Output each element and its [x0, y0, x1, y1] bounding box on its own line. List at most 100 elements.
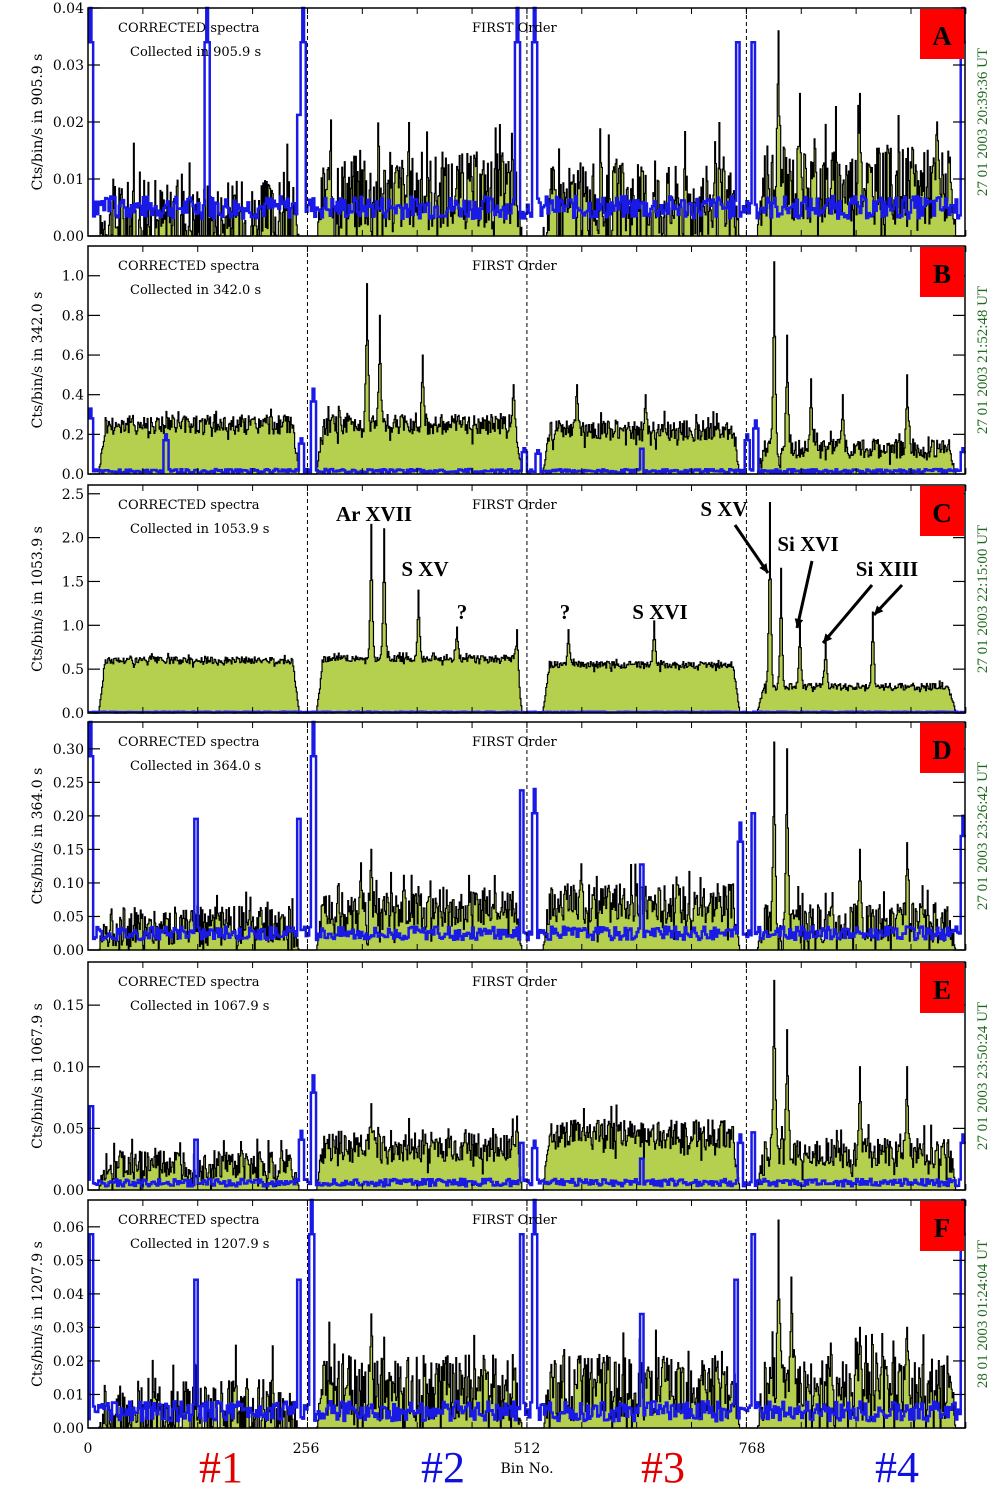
arrowhead: [823, 633, 833, 643]
spectra-type-label: CORRECTED spectra: [118, 259, 260, 274]
panel-letter: E: [933, 975, 951, 1005]
spectra-type-label: CORRECTED spectra: [118, 1213, 260, 1228]
y-tick-label: 0.05: [53, 1253, 84, 1269]
y-tick-label: 0.0: [62, 467, 84, 483]
y-tick-label: 0.00: [53, 943, 84, 959]
line-id-arrow: [821, 584, 874, 644]
spectra-type-label: CORRECTED spectra: [118, 975, 260, 990]
timestamp-label: 27 01 2003 20:39:36 UT: [975, 48, 991, 196]
arrowhead: [874, 605, 884, 615]
order-label: FIRST Order: [472, 21, 558, 36]
section-label-4: #4: [875, 1443, 919, 1492]
y-tick-label: 0.02: [53, 115, 84, 131]
collection-time-label: Collected in 342.0 s: [130, 283, 261, 298]
section-label-3: #3: [641, 1443, 685, 1492]
panel-letter: F: [934, 1213, 951, 1243]
x-tick-label: 512: [514, 1441, 541, 1457]
spectrum-fill: [88, 502, 966, 713]
line-id-label: Si XIII: [856, 557, 918, 581]
section-label-2: #2: [421, 1443, 465, 1492]
panel-badge: [920, 247, 964, 297]
collection-time-label: Collected in 1067.9 s: [130, 999, 269, 1014]
order-label: FIRST Order: [472, 975, 558, 990]
y-tick-label: 0.5: [62, 662, 84, 678]
arrowhead: [759, 563, 768, 573]
panel-badge: [920, 1201, 964, 1251]
line-id-label: S XVI: [632, 600, 687, 624]
collection-time-label: Collected in 1207.9 s: [130, 1237, 269, 1252]
y-tick-label: 2.0: [62, 531, 84, 547]
y-tick-label: 0.04: [53, 1287, 84, 1303]
y-tick-label: 1.0: [62, 618, 84, 634]
y-tick-label: 0.20: [53, 809, 84, 825]
timestamp-label: 27 01 2003 23:50:24 UT: [975, 1002, 991, 1150]
line-id-label: ?: [560, 600, 571, 624]
y-tick-label: 0.25: [53, 775, 84, 791]
y-tick-label: 0.2: [62, 427, 84, 443]
panel-badge: [920, 9, 964, 59]
panel-letter: D: [932, 735, 952, 765]
panel-C: 0.0 0.5 1.0 1.5 2.0 2.5 Cts/bin/s in 1053.9 s 2…: [30, 484, 991, 722]
line-id-label: Si XVI: [777, 532, 838, 556]
panel-D: 0.00 0.05 0.10 0.15 0.20 0.25 0.30 Cts/bin/s in…: [30, 720, 991, 959]
y-tick-label: 0.06: [53, 1220, 84, 1236]
line-id-arrow: [733, 524, 770, 574]
y-tick-label: 1.0: [62, 269, 84, 285]
y-tick-label: 0.30: [53, 742, 84, 758]
y-tick-label: 0.01: [53, 172, 84, 188]
panel-letter: B: [933, 259, 951, 289]
x-axis: 0 256 512 768 Bin No. #1 #2 #3 #4: [84, 1441, 919, 1492]
y-tick-label: 0.03: [53, 58, 84, 74]
y-tick-label: 0.05: [53, 909, 84, 925]
y-tick-label: 1.5: [62, 574, 84, 590]
y-tick-label: 0.15: [53, 842, 84, 858]
line-id-label: S XV: [700, 497, 747, 521]
y-tick-label: 0.6: [62, 348, 84, 364]
panel-letter: C: [932, 498, 952, 528]
y-axis-label: Cts/bin/s in 364.0 s: [30, 768, 46, 905]
y-tick-label: 0.8: [62, 308, 84, 324]
panel-A: 0.00 0.01 0.02 0.03 0.04 Cts/bin/s in 905.9 s…: [30, 1, 991, 245]
spectra-type-label: CORRECTED spectra: [118, 498, 260, 513]
y-tick-label: 0.04: [53, 1, 84, 17]
panel-badge: [920, 723, 964, 773]
section-label-1: #1: [199, 1443, 243, 1492]
y-axis-label: Cts/bin/s in 905.9 s: [30, 54, 46, 191]
panel-E: 0.00 0.05 0.10 0.15 Cts/bin/s in 1067.9 s 27 …: [30, 961, 991, 1199]
y-tick-label: 0.02: [53, 1354, 84, 1370]
x-tick-label: 768: [739, 1441, 766, 1457]
collection-time-label: Collected in 905.9 s: [130, 45, 261, 60]
y-tick-label: 0.0: [62, 706, 84, 722]
y-tick-label: 0.00: [53, 1183, 84, 1199]
y-axis-label: Cts/bin/s in 1053.9 s: [30, 526, 46, 672]
panel-F: 0.00 0.01 0.02 0.03 0.04 0.05 0.06 Cts/bin/s in…: [30, 1198, 991, 1437]
order-label: FIRST Order: [472, 1213, 558, 1228]
line-id-label: Ar XVII: [336, 502, 412, 526]
panel-badge: [920, 963, 964, 1013]
y-tick-label: 0.10: [53, 876, 84, 892]
spectrum-fill: [88, 980, 966, 1190]
x-tick-label: 0: [84, 1441, 93, 1457]
y-tick-label: 0.05: [53, 1121, 84, 1137]
y-tick-label: 0.15: [53, 998, 84, 1014]
background-curve: [88, 1198, 966, 1423]
timestamp-label: 27 01 2003 21:52:48 UT: [975, 286, 991, 434]
y-tick-label: 0.4: [62, 388, 84, 404]
order-label: FIRST Order: [472, 735, 558, 750]
y-tick-label: 2.5: [62, 487, 84, 503]
panel-B: 0.0 0.2 0.4 0.6 0.8 1.0 Cts/bin/s in 342.0 s 27…: [30, 245, 991, 483]
y-axis-label: Cts/bin/s in 342.0 s: [30, 292, 46, 429]
line-id-label: ?: [457, 600, 468, 624]
y-axis-label: Cts/bin/s in 1207.9 s: [30, 1241, 46, 1387]
spectra-type-label: CORRECTED spectra: [118, 735, 260, 750]
spectrum-fill: [88, 30, 966, 236]
order-label: FIRST Order: [472, 498, 558, 513]
x-axis-label: Bin No.: [500, 1461, 553, 1477]
y-tick-label: 0.00: [53, 1421, 84, 1437]
panel-badge: [920, 486, 964, 536]
y-tick-label: 0.10: [53, 1060, 84, 1076]
order-label: FIRST Order: [472, 259, 558, 274]
timestamp-label: 27 01 2003 22:15:00 UT: [975, 525, 991, 673]
line-id-label: S XV: [401, 557, 448, 581]
